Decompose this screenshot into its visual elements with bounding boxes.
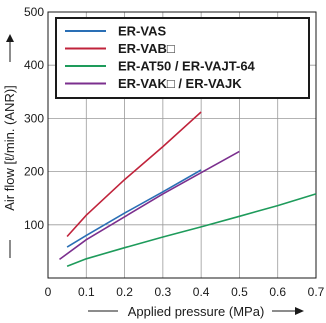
x-tick-label: 0 [45,285,52,299]
x-tick-label: 0.3 [155,285,172,299]
x-tick-label: 0.2 [116,285,133,299]
y-tick-label: 200 [24,165,44,179]
series-line-4 [59,150,240,261]
legend-label-1: ER-VAS [118,24,166,39]
x-tick-label: 0.5 [231,285,248,299]
y-tick-label: 100 [24,218,44,232]
series-line-1 [66,169,202,248]
x-tick-label: 0.1 [78,285,95,299]
x-tick-label: 0.6 [269,285,286,299]
y-tick-label: 300 [24,111,44,125]
y-title-arrowhead [6,34,14,42]
x-axis-title: Applied pressure (MPa) [128,304,265,319]
legend-label-3: ER-AT50 / ER-VAJT-64 [118,59,256,74]
y-axis-title-group: Air flow [ℓ/min. (ANR)] [2,34,17,258]
x-tick-label: 0.4 [193,285,210,299]
plot-frame [47,11,317,279]
y-tick-label: 400 [24,58,44,72]
series-line-2 [66,111,202,238]
y-axis-title: Air flow [ℓ/min. (ANR)] [2,85,17,211]
legend: ER-VAS ER-VAB□ ER-AT50 / ER-VAJT-64 ER-VAK□… [55,17,310,99]
series-line-3 [66,193,317,268]
legend-label-4: ER-VAK□ / ER-VAJK [118,76,242,91]
x-tick-label: 0.7 [308,285,325,299]
y-tick-label: 500 [24,5,44,19]
legend-label-2: ER-VAB□ [118,41,175,56]
plot-border [47,11,317,279]
x-tick-labels: 0 0.1 0.2 0.3 0.4 0.5 0.6 0.7 [45,285,325,299]
series-lines [59,111,317,268]
y-tick-labels: 100 200 300 400 500 [24,5,44,232]
x-axis-title-group: Applied pressure (MPa) [88,304,304,319]
x-title-arrowhead [295,307,304,315]
